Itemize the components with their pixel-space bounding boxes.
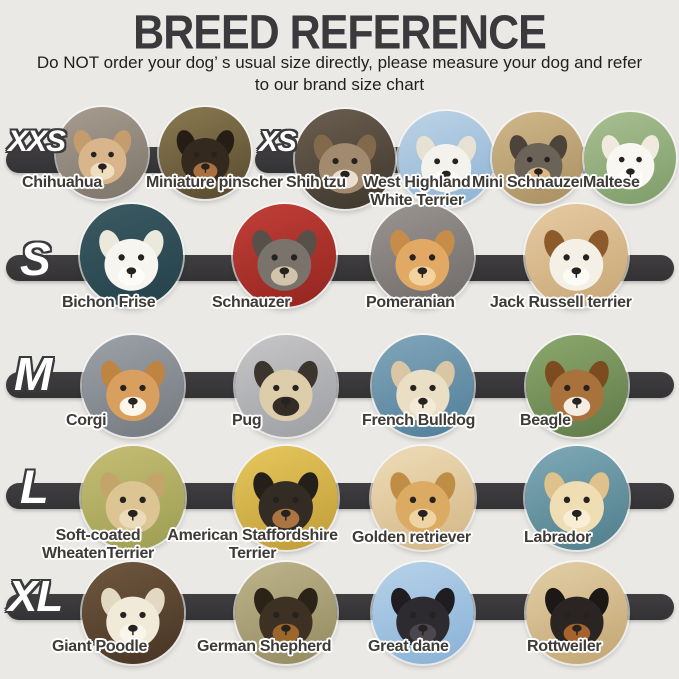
breed-photo-giant-poodle <box>82 562 184 664</box>
breed-name-bichon-frise: Bichon Frise <box>62 294 156 311</box>
breed-mini-schnauzer <box>492 112 584 204</box>
breed-name-pomeranian: Pomeranian <box>366 294 455 311</box>
breed-pug <box>235 335 337 437</box>
breed-photo-miniature-pinscher <box>159 107 251 199</box>
breed-golden-retriever <box>371 446 475 550</box>
breed-name-rottweiler: Rottweiler <box>527 638 602 655</box>
breed-corgi <box>82 335 184 437</box>
breed-name-maltese: Maltese <box>583 174 640 191</box>
breed-chihuahua <box>56 107 148 199</box>
breed-name-french-bulldog: French Bulldog <box>362 412 476 429</box>
breed-name-chihuahua: Chihuahua <box>22 174 102 191</box>
page-subtitle: Do NOT order your dog’ s usual size dire… <box>36 53 643 95</box>
breed-photo-great-dane <box>372 562 474 664</box>
breed-photo-labrador <box>525 446 629 550</box>
breed-name-schnauzer: Schnauzer <box>212 294 291 311</box>
breed-name-labrador: Labrador <box>524 529 591 546</box>
breed-french-bulldog <box>372 335 474 437</box>
breed-photo-west-highland-white-terrier <box>398 111 494 207</box>
breed-name-giant-poodle: Giant Poodle <box>52 638 148 655</box>
size-label-s: S <box>20 233 51 285</box>
breed-photo-maltese <box>584 112 676 204</box>
breed-name-shih-tzu: Shih tzu <box>286 174 346 191</box>
size-label-m: M <box>14 348 52 400</box>
breed-photo-schnauzer <box>233 204 336 307</box>
breed-pomeranian <box>371 204 474 307</box>
breed-great-dane <box>372 562 474 664</box>
breed-soft-coated-wheaten-terrier <box>81 446 185 550</box>
breed-photo-jack-russell-terrier <box>525 204 628 307</box>
size-label-l: L <box>20 460 49 513</box>
breed-maltese <box>584 112 676 204</box>
breed-german-shepherd <box>235 562 337 664</box>
breed-photo-chihuahua <box>56 107 148 199</box>
page-title: BREED REFERENCE <box>133 6 547 60</box>
breed-photo-beagle <box>526 335 628 437</box>
size-label-xs: XS <box>259 126 297 158</box>
breed-name-american-staffordshire-terrier: American Staffordshire Terrier <box>167 527 338 562</box>
breed-name-german-shepherd: German Shepherd <box>197 638 332 655</box>
breed-name-pug: Pug <box>232 412 262 429</box>
breed-beagle <box>526 335 628 437</box>
dog-face-icon <box>385 226 460 292</box>
breed-name-jack-russell-terrier: Jack Russell terrier <box>490 294 632 311</box>
breed-american-staffordshire-terrier <box>234 446 338 550</box>
breed-photo-corgi <box>82 335 184 437</box>
dog-face-icon <box>94 226 169 292</box>
size-label-xxs: XXS <box>8 125 66 158</box>
size-label-xl: XL <box>8 572 63 621</box>
breed-name-miniature-pinscher: Miniature pinscher <box>146 174 283 191</box>
breed-name-soft-coated-wheaten-terrier: Soft-coated WheatenTerrier <box>42 527 154 562</box>
breed-labrador <box>525 446 629 550</box>
breed-schnauzer <box>233 204 336 307</box>
breed-name-beagle: Beagle <box>520 412 571 429</box>
breed-photo-american-staffordshire-terrier <box>234 446 338 550</box>
breed-giant-poodle <box>82 562 184 664</box>
breed-rottweiler <box>526 562 628 664</box>
dog-face-icon <box>539 226 614 292</box>
breed-photo-mini-schnauzer <box>492 112 584 204</box>
breed-photo-rottweiler <box>526 562 628 664</box>
breed-photo-shih-tzu <box>295 109 395 209</box>
breed-jack-russell-terrier <box>525 204 628 307</box>
breed-name-golden-retriever: Golden retriever <box>352 529 471 546</box>
breed-photo-pug <box>235 335 337 437</box>
breed-bichon-frise <box>80 204 183 307</box>
breed-photo-german-shepherd <box>235 562 337 664</box>
breed-photo-bichon-frise <box>80 204 183 307</box>
breed-photo-french-bulldog <box>372 335 474 437</box>
breed-west-highland-white-terrier <box>398 111 494 207</box>
dog-face-icon <box>247 226 322 292</box>
breed-photo-golden-retriever <box>371 446 475 550</box>
breed-name-corgi: Corgi <box>66 412 107 429</box>
breed-name-great-dane: Great dane <box>368 638 449 655</box>
breed-name-mini-schnauzer: Mini Schnauzer <box>472 174 586 191</box>
breed-photo-pomeranian <box>371 204 474 307</box>
breed-miniature-pinscher <box>159 107 251 199</box>
breed-name-west-highland-white-terrier: West Highland White Terrier <box>363 174 471 209</box>
breed-shih-tzu <box>295 109 395 209</box>
breed-photo-soft-coated-wheaten-terrier <box>81 446 185 550</box>
